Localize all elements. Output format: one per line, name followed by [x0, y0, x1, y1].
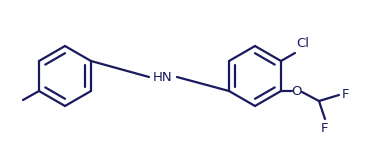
Text: F: F: [321, 122, 329, 135]
Text: O: O: [292, 85, 302, 97]
Text: HN: HN: [153, 71, 173, 83]
Text: F: F: [342, 87, 350, 101]
Text: Cl: Cl: [296, 37, 309, 50]
